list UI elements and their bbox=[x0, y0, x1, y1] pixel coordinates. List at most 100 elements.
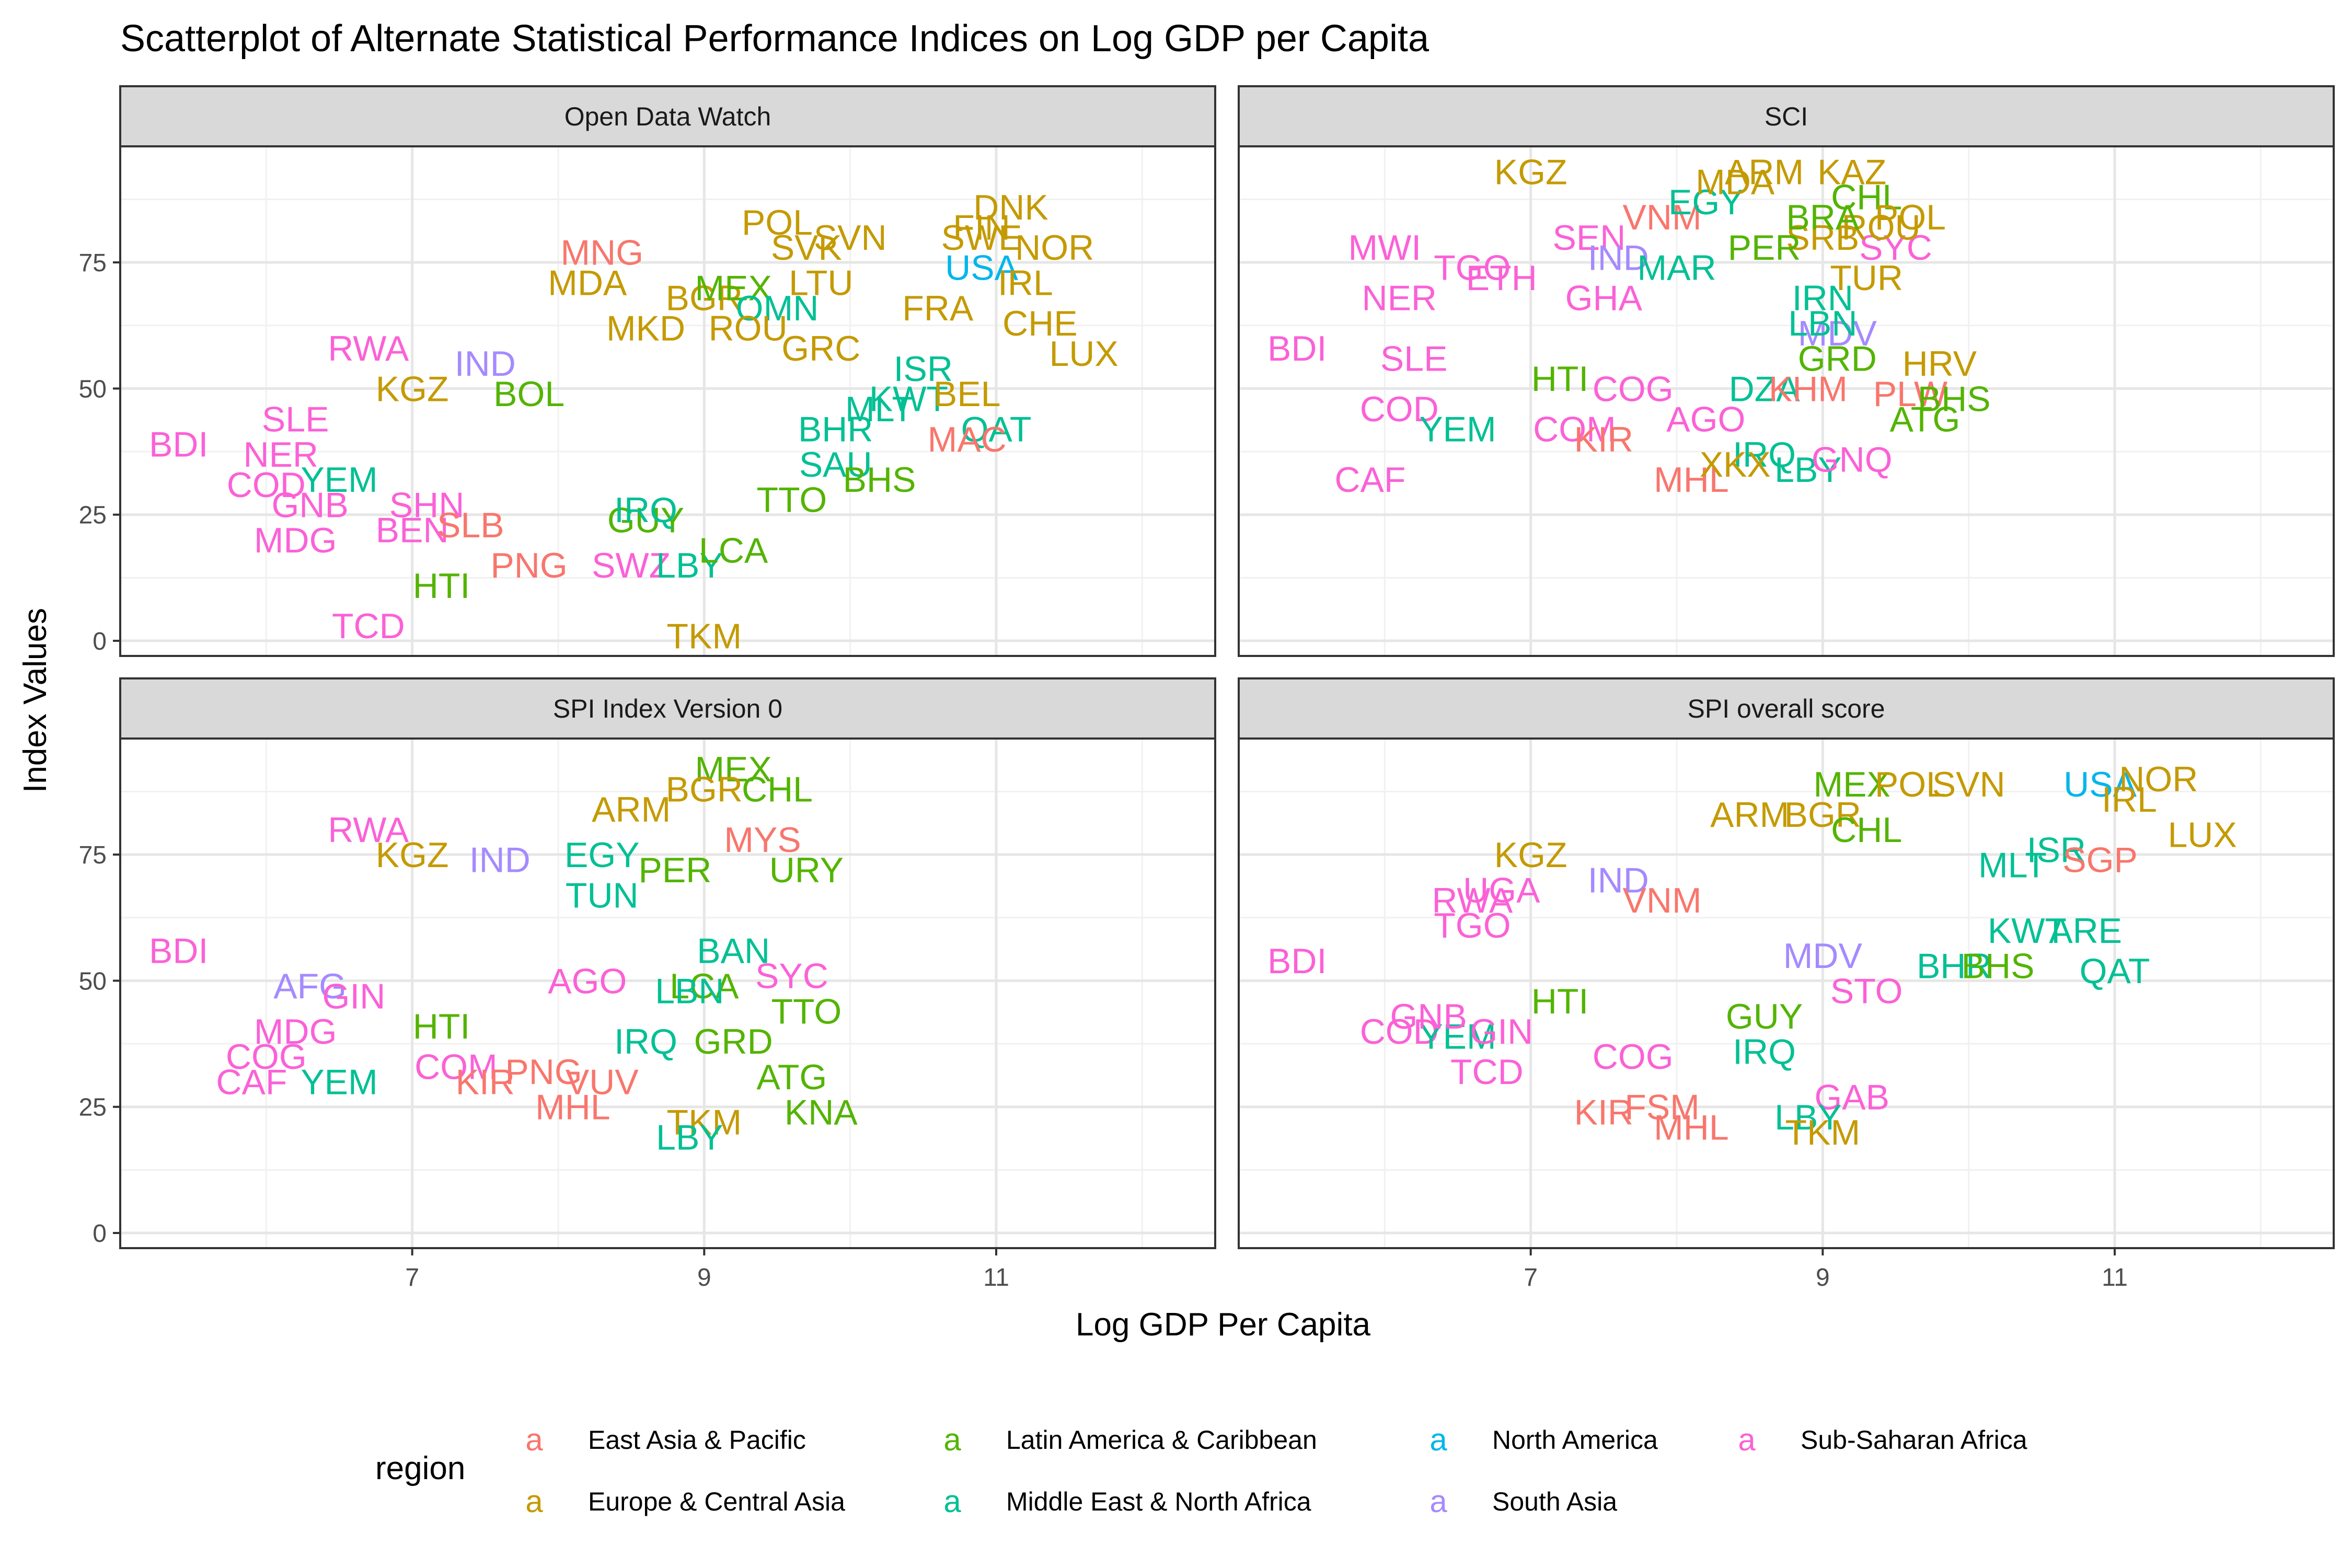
point-label: SYC bbox=[1859, 228, 1932, 268]
point-label: DZA bbox=[1729, 369, 1801, 409]
point-label: USA bbox=[2063, 765, 2137, 804]
y-tick-label: 50 bbox=[79, 375, 107, 403]
point-label: BOL bbox=[493, 374, 564, 414]
point-label: EGY bbox=[564, 835, 640, 875]
y-tick-label: 75 bbox=[79, 841, 107, 869]
panel-background bbox=[120, 739, 1215, 1248]
point-label: CHL bbox=[742, 770, 813, 810]
point-label: BHR bbox=[1917, 946, 1992, 986]
facet-strip-label: SPI overall score bbox=[1688, 694, 1885, 723]
point-label: MDV bbox=[1798, 314, 1877, 353]
y-tick-label: 0 bbox=[93, 628, 107, 655]
point-label: GUY bbox=[1726, 997, 1803, 1036]
point-label: SYC bbox=[755, 956, 828, 996]
point-label: IRN bbox=[1792, 279, 1853, 318]
point-label: BEN bbox=[376, 511, 449, 550]
point-label: ARM bbox=[1710, 795, 1789, 835]
point-label: QAT bbox=[2080, 951, 2150, 991]
point-label: LUX bbox=[2167, 815, 2236, 855]
point-label: BRA bbox=[1786, 198, 1859, 237]
point-label: SGP bbox=[2062, 840, 2138, 880]
panel-border bbox=[119, 737, 1216, 1249]
point-label: IRQ bbox=[614, 1022, 677, 1062]
point-label: MHL bbox=[1654, 1108, 1729, 1147]
point-label: CAF bbox=[1334, 460, 1405, 500]
point-label: URY bbox=[769, 850, 844, 890]
point-label: GUY bbox=[607, 500, 684, 540]
point-label: NOR bbox=[2119, 759, 2198, 799]
point-label: SRB bbox=[1786, 218, 1859, 258]
point-label: MDG bbox=[254, 1012, 337, 1052]
point-label: KIR bbox=[1574, 420, 1633, 459]
point-label: IND bbox=[455, 344, 516, 384]
legend: region a East Asia & Pacific a Europe & Cen… bbox=[375, 1422, 2027, 1519]
point-label: LUX bbox=[1049, 334, 1118, 374]
point-label: GRD bbox=[1798, 339, 1877, 378]
point-label: ARM bbox=[1725, 152, 1804, 192]
point-label: KIR bbox=[456, 1062, 515, 1102]
point-label: COM bbox=[414, 1047, 498, 1087]
x-tick-label: 11 bbox=[2102, 1264, 2128, 1292]
point-label: MYS bbox=[724, 820, 801, 860]
y-tick-label: 25 bbox=[79, 1094, 107, 1122]
point-label: SLB bbox=[437, 505, 504, 545]
legend-label: Latin America & Caribbean bbox=[1006, 1425, 1317, 1455]
point-label: KGZ bbox=[1494, 835, 1567, 875]
point-label: POL bbox=[742, 203, 813, 243]
point-label: VUV bbox=[566, 1062, 639, 1102]
panel-background bbox=[1239, 739, 2334, 1248]
point-label: COD bbox=[1360, 1012, 1439, 1052]
point-label: USA bbox=[945, 248, 1018, 288]
point-label: IRL bbox=[2102, 780, 2157, 820]
point-label: ISR bbox=[2027, 830, 2086, 870]
legend-title: region bbox=[375, 1450, 465, 1486]
point-label: MDA bbox=[548, 263, 627, 303]
point-label: XKX bbox=[1700, 445, 1771, 485]
x-tick-label: 9 bbox=[697, 1264, 711, 1292]
point-label: TCD bbox=[1450, 1052, 1524, 1092]
point-label: MAC bbox=[928, 420, 1007, 459]
point-label: RWA bbox=[328, 810, 409, 850]
point-label: KGZ bbox=[376, 369, 449, 409]
point-label: KNA bbox=[785, 1092, 858, 1132]
point-label: BAN bbox=[697, 931, 770, 971]
legend-item: a North America bbox=[1429, 1422, 1658, 1457]
x-axis-label: Log GDP Per Capita bbox=[1076, 1307, 1371, 1343]
point-label: CHL bbox=[1831, 810, 1902, 850]
legend-label: Sub-Saharan Africa bbox=[1801, 1425, 2027, 1455]
point-label: COD bbox=[1360, 389, 1439, 429]
point-label: LBY bbox=[1774, 450, 1842, 490]
point-label: SEN bbox=[1552, 218, 1625, 258]
point-label: CHE bbox=[1002, 304, 1078, 343]
point-label: PLW bbox=[1873, 374, 1947, 414]
point-label: LBN bbox=[655, 972, 724, 1011]
point-label: VNM bbox=[1623, 881, 1702, 920]
point-label: KGZ bbox=[376, 835, 449, 875]
point-label: IRQ bbox=[1733, 435, 1796, 475]
point-label: PER bbox=[639, 850, 712, 890]
point-label: MEX bbox=[1814, 765, 1890, 804]
point-label: COG bbox=[1593, 369, 1674, 409]
point-label: GAB bbox=[1814, 1077, 1889, 1117]
legend-label: Europe & Central Asia bbox=[588, 1487, 845, 1516]
point-label: HTI bbox=[1531, 359, 1589, 399]
point-label: TKM bbox=[1785, 1113, 1861, 1152]
point-label: TGO bbox=[1434, 248, 1511, 288]
panel-border bbox=[1238, 737, 2335, 1249]
point-label: BDI bbox=[149, 425, 208, 465]
point-label: GIN bbox=[1470, 1012, 1533, 1052]
point-label: MDA bbox=[1696, 163, 1775, 202]
facet-strip bbox=[1238, 85, 2335, 147]
point-label: ROU bbox=[709, 309, 788, 349]
point-label: KHM bbox=[1769, 369, 1848, 409]
legend-key-glyph: a bbox=[1738, 1422, 1756, 1457]
y-tick-label: 50 bbox=[79, 967, 107, 995]
point-label: AGO bbox=[1666, 399, 1745, 439]
point-label: BDI bbox=[149, 931, 208, 971]
point-label: KWT bbox=[1988, 911, 2067, 951]
point-label: BDI bbox=[1267, 941, 1327, 981]
point-label: HTI bbox=[413, 566, 470, 606]
